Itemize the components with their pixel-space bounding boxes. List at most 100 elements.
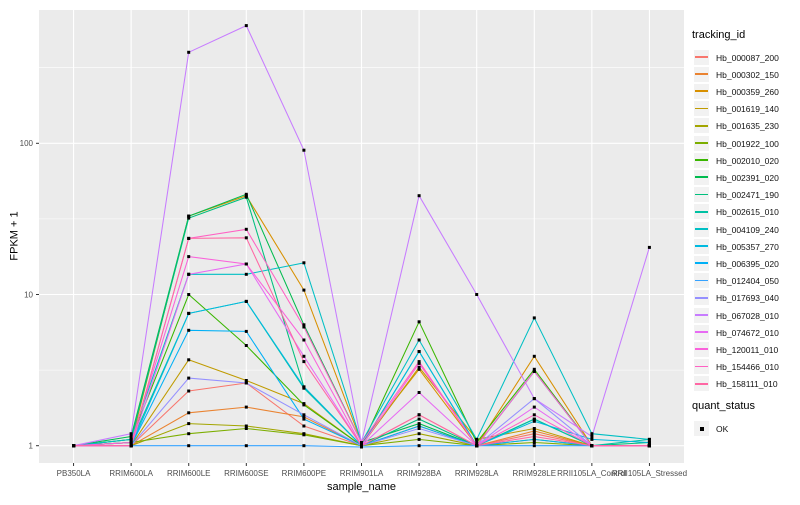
data-point [244,424,248,428]
legend-key-line-swatch [694,169,709,185]
data-point [475,293,479,296]
legend-key-line-swatch [694,341,709,357]
data-point [244,24,248,28]
data-point [417,365,421,369]
data-point [532,405,536,409]
data-point [302,385,306,389]
data-point [647,437,651,441]
data-point [417,320,421,324]
data-point [475,441,479,444]
legend-key-line-swatch [694,359,709,375]
data-point [302,433,306,437]
x-tick-label: RRIM928LA [455,469,499,478]
data-point [360,441,363,444]
legend-key-line-swatch [694,221,709,237]
legend-item-label: Hb_000359_260 [716,86,779,97]
legend-key-line-swatch [694,307,709,323]
legend-key-line-swatch [694,83,709,99]
legend-key-line [695,193,708,196]
data-point [129,435,133,438]
data-point [532,427,536,430]
legend-item-label: Hb_002391_020 [716,172,779,183]
data-point [360,444,363,448]
data-point [187,311,191,315]
y-axis-title: FPKM + 1 [8,211,21,261]
data-point [417,427,421,430]
legend-item-label: Hb_158111_010 [716,379,778,390]
data-point [302,403,306,407]
data-point [187,432,191,436]
data-point [590,435,594,438]
data-point [590,437,594,441]
data-point [129,444,133,448]
legend-item-label: Hb_017693_040 [716,293,779,304]
data-point [187,328,191,332]
data-point [187,422,191,426]
legend-key-line [695,56,708,58]
legend-key-line [695,314,708,316]
data-point [417,413,421,417]
x-tick-label: RRIM928LE [512,469,556,478]
data-point [187,411,191,415]
legend-key-line [695,245,708,247]
data-point [244,405,248,409]
data-point [302,424,306,428]
legend-key-line [695,348,708,351]
x-tick-label: RRII105LA_Stressed [612,469,687,478]
data-point [302,338,306,342]
legend-key-line [695,279,708,282]
data-point [417,391,421,394]
data-point [532,316,536,320]
legend-key-line-swatch [694,255,709,271]
data-point [187,216,191,220]
legend-item-label: Hb_000087_200 [716,52,779,63]
data-point [244,192,248,196]
data-point [244,262,248,266]
data-point [532,354,536,358]
legend-item-label: Hb_154466_010 [716,362,779,373]
data-point [532,444,536,448]
legend-key-point-swatch [694,421,709,436]
legend-item-label: Hb_001619_140 [716,104,779,115]
legend-key-line-swatch [694,101,709,117]
data-point [302,323,306,327]
data-point [244,272,248,276]
legend-key-line-swatch [694,66,709,82]
data-point [187,376,191,380]
legend-item-label: Hb_002010_020 [716,155,779,166]
legend-item-label: Hb_012404_050 [716,276,779,287]
data-point [647,441,651,444]
data-point [475,437,479,441]
data-point [244,444,248,448]
legend-title-tracking-id: tracking_id [692,29,746,41]
data-point [129,432,133,436]
legend-key-line-swatch [694,49,709,65]
data-point [302,415,306,419]
data-point [244,299,248,303]
y-tick-label: 100 [20,139,34,148]
legend-item-label: Hb_002615_010 [716,207,779,218]
legend-key-line [695,124,708,127]
data-point [532,369,536,373]
legend-item-label: Hb_004109_240 [716,224,779,235]
data-point [72,444,76,448]
data-point [417,194,421,198]
legend-key-line [695,142,708,144]
x-tick-label: RRIM600LA [109,469,153,478]
data-point [244,427,248,430]
data-point [302,354,306,358]
legend-key-line-swatch [694,238,709,254]
legend-item-label: Hb_002471_190 [716,190,779,201]
data-point [417,367,421,371]
data-point [417,437,421,441]
legend-key-line [695,228,708,230]
x-tick-label: RRII105LA_Control [557,469,627,478]
data-point [129,441,133,444]
data-point [532,413,536,417]
legend-item-label: Hb_120011_010 [716,344,779,355]
data-point [302,148,306,152]
x-tick-label: RRIM600PE [282,469,326,478]
legend-panel: tracking_id Hb_000087_200 Hb_000302_150 Hb… [692,0,800,500]
data-point [302,360,306,364]
